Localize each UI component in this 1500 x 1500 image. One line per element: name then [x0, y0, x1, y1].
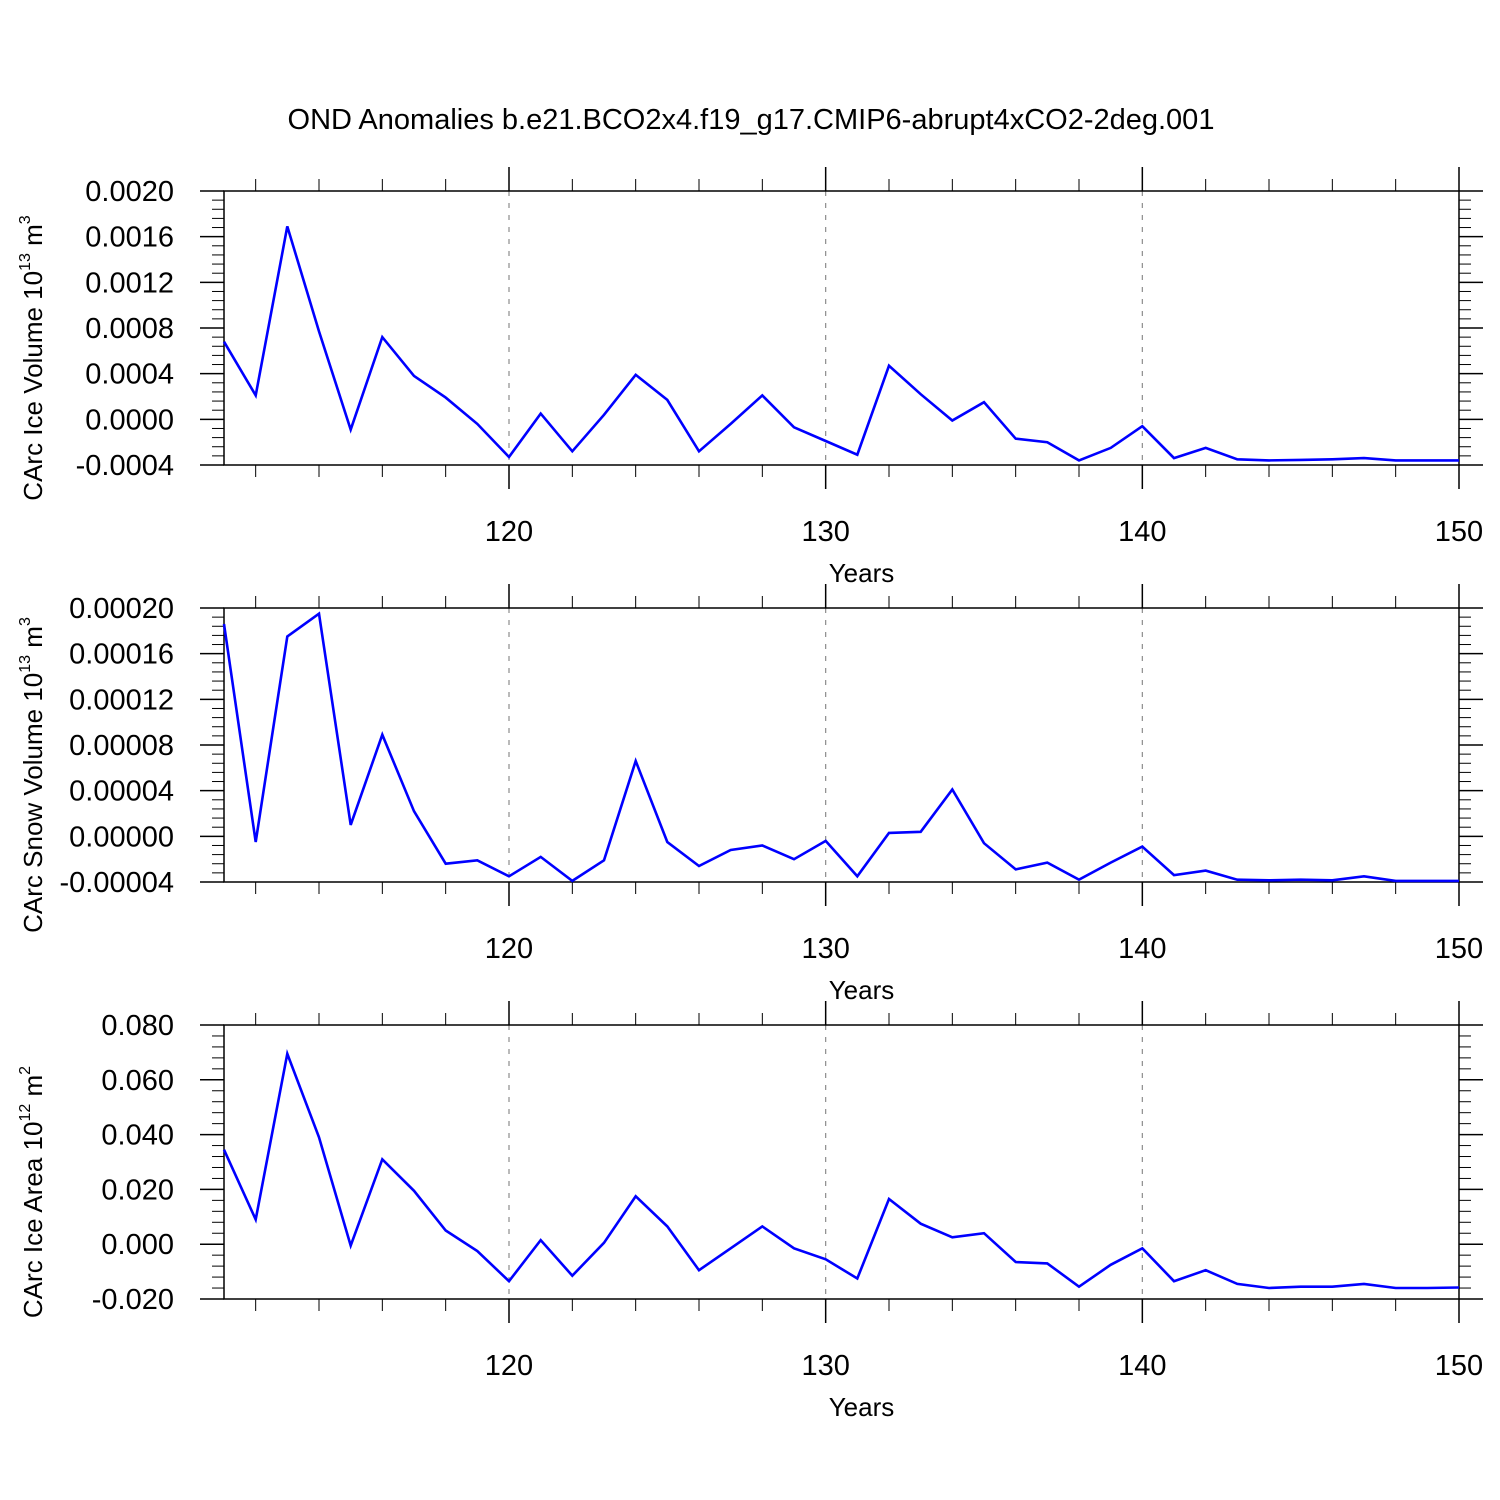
x-tick-label: 120 [485, 1350, 533, 1382]
plot-frame [223, 607, 1460, 883]
y-axis-title: CArc Snow Volume 1013 m3 [17, 617, 48, 933]
y-tick-label: -0.0004 [76, 450, 174, 482]
y-tick-label: 0.060 [101, 1065, 174, 1097]
y-axis-title: CArc Ice Area 1012 m2 [17, 1066, 48, 1318]
y-tick-label: 0.0016 [85, 222, 174, 254]
series-line [222, 226, 1459, 462]
plot-frame [223, 1024, 1460, 1300]
y-tick-label: -0.00004 [60, 867, 175, 899]
x-tick-label: 130 [801, 516, 849, 548]
y-tick-label: 0.000 [101, 1229, 174, 1261]
y-tick-label: 0.00008 [69, 730, 174, 762]
y-tick-label: 0.080 [101, 1010, 174, 1042]
panel-3: -0.020 0.000 0.020 0.040 0.060 0.080 120 130 140… [17, 1001, 1483, 1422]
y-tick-label: 0.00000 [69, 821, 174, 853]
x-tick-label: 150 [1435, 1350, 1483, 1382]
panel-1: -0.0004 0.0000 0.0004 0.0008 0.0012 0.0016 0.0… [17, 167, 1483, 588]
y-axis: -0.0004 0.0000 0.0004 0.0008 0.0012 0.0016 0.0… [76, 176, 1483, 482]
panel-2: -0.00004 0.00000 0.00004 0.00008 0.00012 0.00… [17, 584, 1483, 1005]
x-tick-label: 140 [1118, 516, 1166, 548]
x-tick-label: 140 [1118, 933, 1166, 965]
plot-frame [223, 190, 1460, 466]
y-tick-label: 0.0012 [85, 267, 174, 299]
x-tick-label: 120 [485, 933, 533, 965]
y-tick-label: 0.020 [101, 1174, 174, 1206]
series-line [222, 1049, 1460, 1290]
x-tick-label: 130 [801, 933, 849, 965]
x-tick-label: 150 [1435, 516, 1483, 548]
y-tick-label: 0.0020 [85, 176, 174, 208]
x-tick-label: 130 [801, 1350, 849, 1382]
x-axis: 120 130 140 150 [255, 167, 1483, 548]
y-tick-label: -0.020 [92, 1284, 174, 1316]
y-tick-label: 0.0000 [85, 404, 174, 436]
figure-title: OND Anomalies b.e21.BCO2x4.f19_g17.CMIP6… [288, 104, 1215, 136]
series-line [222, 611, 1459, 883]
y-axis: -0.00004 0.00000 0.00004 0.00008 0.00012 0.00… [60, 593, 1483, 899]
y-axis: -0.020 0.000 0.020 0.040 0.060 0.080 [92, 1010, 1483, 1316]
y-tick-label: 0.00020 [69, 593, 174, 625]
y-tick-label: 0.040 [101, 1120, 174, 1152]
y-tick-label: 0.0008 [85, 313, 174, 345]
y-tick-label: 0.00012 [69, 684, 174, 716]
x-tick-label: 120 [485, 516, 533, 548]
y-tick-label: 0.00004 [69, 776, 174, 808]
x-axis: 120 130 140 150 [255, 584, 1483, 965]
y-tick-label: 0.0004 [85, 359, 174, 391]
x-axis-title: Years [829, 1392, 895, 1422]
x-axis: 120 130 140 150 [255, 1001, 1483, 1382]
y-tick-label: 0.00016 [69, 639, 174, 671]
y-axis-title: CArc Ice Volume 1013 m3 [17, 215, 48, 500]
x-axis-title: Years [829, 975, 895, 1005]
x-axis-title: Years [829, 558, 895, 588]
x-tick-label: 140 [1118, 1350, 1166, 1382]
x-tick-label: 150 [1435, 933, 1483, 965]
